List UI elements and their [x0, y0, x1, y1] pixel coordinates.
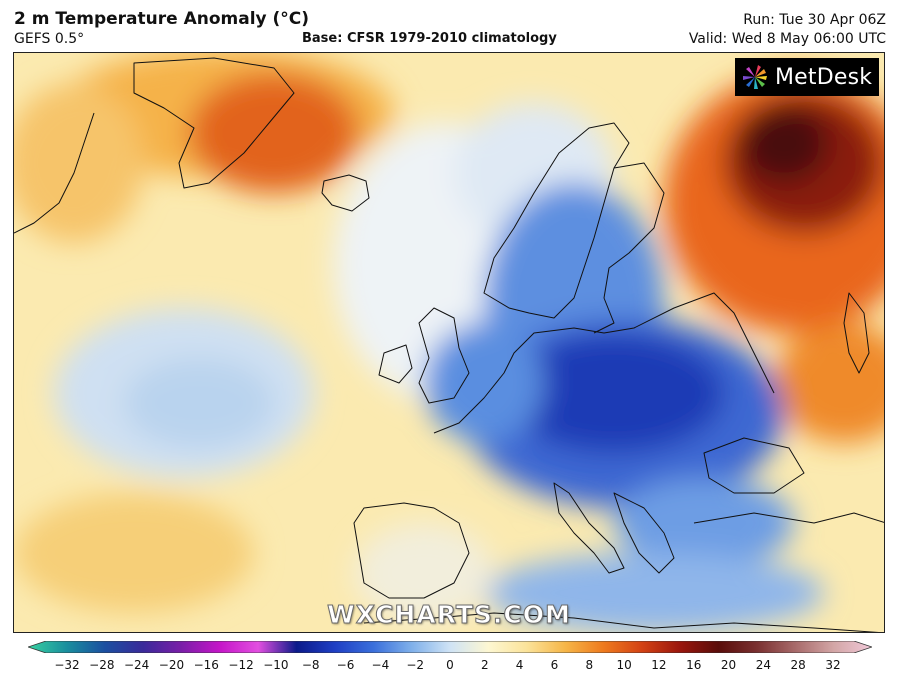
colorbar-tick-label: −24: [123, 658, 150, 672]
colorbar-tick-label: 8: [585, 658, 594, 672]
colorbar-tick-label: 28: [790, 658, 806, 672]
colorbar-tick-label: −6: [336, 658, 355, 672]
anomaly-field: [14, 53, 884, 632]
colorbar-tick-label: 10: [616, 658, 632, 672]
colorbar-tick-label: −28: [89, 658, 115, 672]
colorbar-tick-label: 20: [720, 658, 737, 672]
colorbar-tick-label: 16: [686, 658, 702, 672]
colorbar-ticks: −32 −28 −24 −20 −16 −12 −10 −8 −6 −4 −2 0 2 4 6 8 10 12 16…: [0, 658, 900, 678]
anomaly-map[interactable]: MetDesk WXCHARTS.COM: [13, 52, 885, 633]
chart-title: 2 m Temperature Anomaly (°C): [14, 9, 310, 29]
colorbar-tick-label: −4: [371, 658, 390, 672]
colorbar-tick-label: −8: [301, 658, 320, 672]
colorbar-tick-label: 0: [446, 658, 454, 672]
colorbar-tick-label: −32: [54, 658, 80, 672]
model-label: GEFS 0.5°: [14, 31, 85, 47]
colorbar-tick-label: 12: [651, 658, 667, 672]
climatology-base-label: Base: CFSR 1979-2010 climatology: [302, 31, 557, 46]
colorbar-tick-label: 2: [480, 658, 489, 672]
metdesk-logo-text: MetDesk: [775, 64, 873, 90]
colorbar-tick-label: 32: [825, 658, 841, 672]
run-time-label: Run: Tue 30 Apr 06Z: [743, 12, 886, 28]
metdesk-logo: MetDesk: [735, 58, 879, 96]
wxcharts-watermark: WXCHARTS.COM: [327, 600, 571, 630]
colorbar-tick-label: 6: [550, 658, 559, 672]
colorbar-tick-label: −12: [228, 658, 254, 672]
colorbar-tick-label: −16: [193, 658, 219, 672]
colorbar-tick-label: −10: [263, 658, 289, 672]
valid-time-label: Valid: Wed 8 May 06:00 UTC: [688, 31, 886, 47]
colorbar: [28, 641, 872, 653]
metdesk-logo-icon: [743, 65, 767, 89]
colorbar-tick-label: 4: [515, 658, 524, 672]
colorbar-tick-label: 24: [755, 658, 771, 672]
colorbar-tick-label: −2: [406, 658, 425, 672]
colorbar-tick-label: −20: [158, 658, 185, 672]
